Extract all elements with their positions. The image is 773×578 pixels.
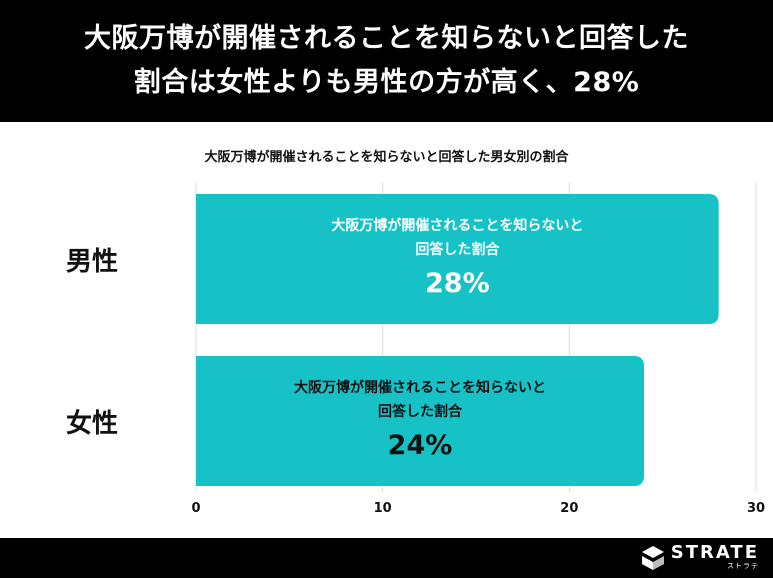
category-label: 男性 (66, 247, 119, 277)
chart-title: 大阪万博が開催されることを知らないと回答した男女別の割合 (204, 150, 569, 165)
bar (196, 194, 719, 324)
logo-name: STRATE (670, 542, 759, 563)
logo-subtitle: ストラテ (727, 562, 759, 570)
bar-label-line-1: 大阪万博が開催されることを知らないと (294, 380, 546, 396)
bar-chart: 0 10 20 30 (191, 182, 765, 516)
bar-value-label: 24% (387, 430, 453, 461)
footer-bar: STRATE ストラテ (0, 538, 773, 578)
bar-value-label: 28% (425, 268, 490, 299)
category-label: 女性 (66, 409, 119, 439)
bar-data-label: 大阪万博が開催されることを知らないと 回答した割合 24% (196, 376, 644, 468)
bar-label-line-2: 回答した割合 (378, 404, 462, 420)
strate-logo-icon (641, 545, 664, 570)
bar (196, 356, 644, 486)
headline-line-1: 大阪万博が開催されることを知らないと回答した (84, 23, 689, 54)
strate-logo: STRATE ストラテ (641, 544, 759, 571)
bar-label-line-1: 大阪万博が開催されることを知らないと (331, 218, 584, 234)
x-tick-label: 20 (560, 501, 578, 516)
headline-line-2: 割合は女性よりも男性の方が高く、28% (133, 67, 640, 98)
header-banner: 大阪万博が開催されることを知らないと回答した 割合は女性よりも男性の方が高く、2… (0, 0, 773, 122)
x-tick-label: 30 (747, 501, 765, 516)
x-tick-label: 0 (191, 501, 200, 516)
bar-label-line-2: 回答した割合 (415, 242, 500, 258)
bar-data-label: 大阪万博が開催されることを知らないと 回答した割合 28% (196, 214, 719, 306)
x-tick-label: 10 (374, 501, 392, 516)
